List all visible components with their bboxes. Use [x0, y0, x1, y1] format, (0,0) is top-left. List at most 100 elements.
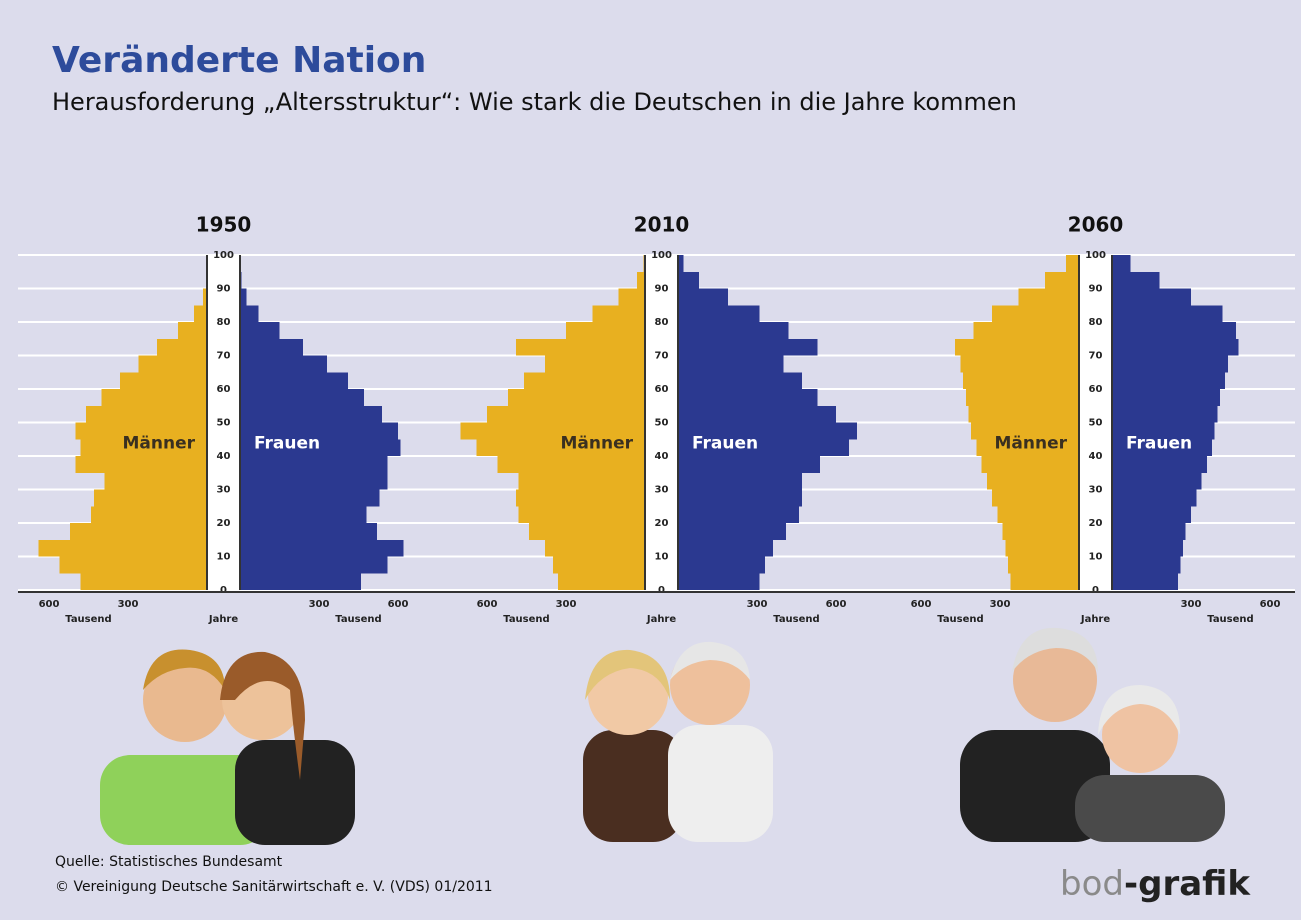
female-bar — [1112, 506, 1191, 523]
female-bar — [678, 456, 821, 473]
female-bar — [678, 271, 700, 289]
title: Veränderte Nation — [52, 40, 426, 81]
female-bar — [1112, 372, 1226, 389]
male-bar — [637, 271, 645, 289]
female-bar — [678, 523, 786, 540]
y-tick-label: 80 — [1089, 317, 1103, 328]
female-bar — [678, 389, 818, 406]
female-bar — [1112, 523, 1186, 540]
source: Quelle: Statistisches Bundesamt — [55, 854, 283, 870]
male-bar — [1002, 523, 1079, 540]
female-bar — [678, 556, 765, 574]
y-tick-label: 90 — [655, 284, 669, 295]
subtitle: Herausforderung „Altersstruktur“: Wie st… — [52, 88, 1017, 116]
male-bar — [101, 389, 207, 406]
x-tick-label: 600 — [39, 599, 60, 610]
y-tick-label: 0 — [658, 585, 665, 596]
male-bar — [976, 439, 1079, 456]
x-tick-label: 600 — [388, 599, 409, 610]
male-bar — [497, 456, 645, 473]
male-bar — [544, 355, 645, 373]
y-tick-label: 50 — [655, 418, 669, 429]
y-tick-label: 60 — [1089, 384, 1103, 395]
y-tick-label: 80 — [217, 317, 231, 328]
y-axis-label: Jahre — [208, 614, 239, 625]
male-bar — [558, 573, 645, 590]
y-axis-label: Jahre — [1080, 614, 1111, 625]
female-bar — [240, 556, 388, 574]
female-bar — [1112, 439, 1213, 456]
female-bar — [1112, 355, 1228, 373]
x-axis-label: Tausend — [937, 614, 983, 625]
y-tick-label: 60 — [217, 384, 231, 395]
female-bar — [1112, 573, 1178, 590]
y-tick-label: 90 — [217, 284, 231, 295]
female-bar — [240, 322, 280, 339]
y-tick-label: 100 — [651, 250, 672, 261]
y-tick-label: 40 — [217, 451, 231, 462]
y-tick-label: 70 — [1089, 351, 1103, 362]
legend-label: Männer — [122, 433, 195, 453]
female-bar — [678, 288, 729, 306]
male-bar — [193, 305, 207, 322]
male-bar — [518, 472, 645, 490]
male-bar — [75, 422, 207, 440]
female-bar — [678, 573, 760, 590]
male-bar — [618, 288, 645, 306]
female-bar — [678, 305, 760, 322]
x-tick-label: 600 — [911, 599, 932, 610]
y-tick-label: 10 — [655, 552, 669, 563]
male-bar — [508, 389, 645, 406]
female-bar — [240, 389, 364, 406]
y-tick-label: 40 — [1089, 451, 1103, 462]
logo-grafik: -grafik — [1124, 864, 1251, 904]
photos — [100, 627, 1225, 845]
male-bar — [38, 539, 207, 557]
y-tick-label: 70 — [655, 351, 669, 362]
male-bar — [515, 489, 645, 507]
y-tick-label: 30 — [655, 485, 669, 496]
age-strip — [207, 255, 240, 590]
chart-title: 1950 — [196, 213, 252, 237]
female-bar — [240, 372, 348, 389]
legend-label: Frauen — [1126, 433, 1192, 453]
male-bar — [104, 472, 207, 490]
male-bar — [960, 355, 1079, 373]
y-tick-label: 0 — [1092, 585, 1099, 596]
male-bar — [1010, 573, 1079, 590]
female-bar — [678, 405, 836, 423]
male-bar — [75, 456, 207, 473]
female-bar — [1112, 489, 1197, 507]
male-bar — [963, 372, 1079, 389]
x-tick-label: 300 — [118, 599, 139, 610]
male-bar — [85, 405, 207, 423]
female-bar — [240, 422, 398, 440]
male-bar — [156, 338, 207, 356]
logo: bod-grafik — [1060, 864, 1251, 904]
female-bar — [240, 439, 401, 456]
y-tick-label: 10 — [1089, 552, 1103, 563]
female-bar — [1112, 305, 1223, 322]
y-tick-label: 100 — [213, 250, 234, 261]
female-bar — [240, 355, 327, 373]
male-bar — [544, 539, 645, 557]
female-bar — [240, 523, 377, 540]
female-bar — [678, 372, 802, 389]
female-bar — [1112, 456, 1207, 473]
male-bar — [80, 439, 207, 456]
female-bar — [678, 338, 818, 356]
male-bar — [178, 322, 207, 339]
male-bar — [1018, 288, 1079, 306]
x-axis-label: Tausend — [65, 614, 111, 625]
male-bar — [566, 322, 645, 339]
y-tick-label: 0 — [220, 585, 227, 596]
x-axis-label: Tausend — [503, 614, 549, 625]
x-axis-label: Tausend — [1207, 614, 1253, 625]
y-tick-label: 80 — [655, 317, 669, 328]
female-bar — [1112, 255, 1131, 272]
male-bar — [592, 305, 645, 322]
female-bar — [1112, 472, 1202, 490]
female-bar — [1112, 556, 1181, 574]
y-tick-label: 60 — [655, 384, 669, 395]
